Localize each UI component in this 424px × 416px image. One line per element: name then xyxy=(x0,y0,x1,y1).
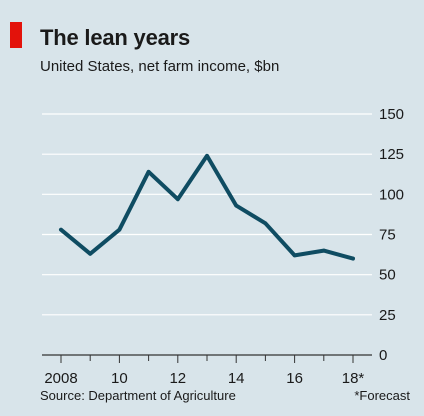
data-point-2008 xyxy=(59,227,63,232)
x-tick-label-2010: 10 xyxy=(111,370,128,387)
y-tick-label-150: 150 xyxy=(379,106,404,123)
data-point-2015 xyxy=(263,221,268,226)
y-tick-label-0: 0 xyxy=(379,347,387,364)
chart-footnote: *Forecast xyxy=(354,388,410,403)
chart-title: The lean years xyxy=(40,25,191,50)
x-tick-label-2014: 14 xyxy=(228,370,245,387)
x-tick-label-2018: 18* xyxy=(342,370,365,387)
y-tick-label-125: 125 xyxy=(379,146,404,163)
data-point-2012 xyxy=(176,197,180,201)
y-tick-label-75: 75 xyxy=(379,227,396,244)
data-point-2013 xyxy=(205,153,209,158)
y-tick-label-100: 100 xyxy=(379,186,404,203)
data-point-2010 xyxy=(117,227,122,232)
chart-source: Source: Department of Agriculture xyxy=(40,388,236,403)
x-tick-label-2016: 16 xyxy=(286,370,303,387)
data-point-2014 xyxy=(234,203,238,208)
data-point-2016 xyxy=(292,253,297,258)
series-line-0 xyxy=(59,153,355,261)
y-tick-label-50: 50 xyxy=(379,267,396,284)
chart-subtitle: United States, net farm income, $bn xyxy=(40,58,280,75)
data-point-2018 xyxy=(351,256,355,261)
x-tick-label-2012: 12 xyxy=(169,370,186,387)
accent-bar xyxy=(10,22,22,48)
data-point-2011 xyxy=(146,170,151,174)
x-tick-label-2008: 2008 xyxy=(44,370,77,387)
data-point-2009 xyxy=(88,251,92,256)
y-tick-label-25: 25 xyxy=(379,307,396,324)
data-point-2017 xyxy=(322,248,326,253)
